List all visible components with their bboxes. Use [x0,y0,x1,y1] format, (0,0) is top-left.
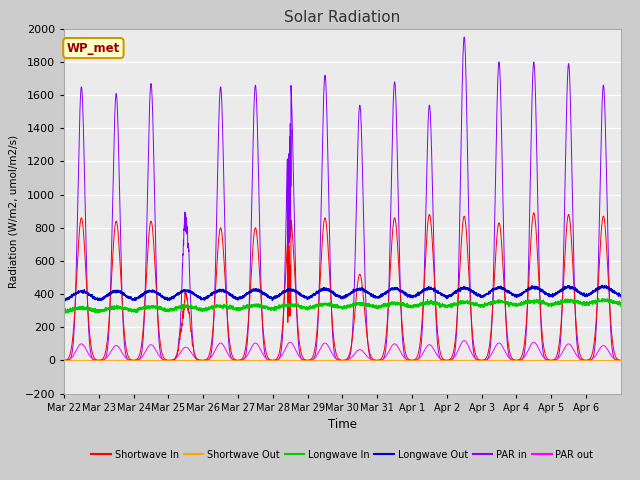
Line: Longwave Out: Longwave Out [64,285,621,301]
Legend: Shortwave In, Shortwave Out, Longwave In, Longwave Out, PAR in, PAR out: Shortwave In, Shortwave Out, Longwave In… [88,446,597,464]
PAR out [363,353,371,359]
Longwave In [523,299,531,305]
Shortwave Out [60,358,68,363]
Longwave Out [393,286,401,291]
Text: WP_met: WP_met [67,42,120,55]
Longwave In [495,300,503,306]
Longwave In [393,300,401,306]
Shortwave Out [617,358,625,363]
PAR out [60,358,68,363]
PAR in [175,333,183,339]
Shortwave In [537,315,545,321]
PAR out [175,351,183,357]
Longwave Out [61,298,68,304]
Shortwave In [363,333,371,339]
PAR out [523,351,531,357]
Shortwave Out [537,358,545,363]
Shortwave In [60,358,68,363]
Shortwave In [530,210,538,216]
Longwave Out [523,288,531,294]
Line: Shortwave In: Shortwave In [64,213,621,360]
Longwave In [176,304,184,310]
PAR in [495,60,503,65]
Longwave In [60,308,68,314]
Shortwave In [495,220,503,226]
Y-axis label: Radiation (W/m2, umol/m2/s): Radiation (W/m2, umol/m2/s) [9,134,19,288]
Shortwave In [175,337,183,343]
PAR in [617,358,625,363]
Longwave In [61,310,69,316]
Longwave Out [176,290,184,296]
Shortwave In [523,319,531,324]
PAR in [523,324,531,330]
Shortwave In [617,358,625,363]
Shortwave Out [176,358,184,363]
PAR in [393,132,401,137]
Longwave In [537,299,545,304]
Line: PAR out: PAR out [64,340,621,360]
Line: Longwave In: Longwave In [64,299,621,313]
X-axis label: Time: Time [328,418,357,431]
Shortwave Out [523,358,531,363]
PAR in [460,34,468,40]
Shortwave Out [96,358,104,363]
Longwave Out [598,282,606,288]
PAR out [393,342,401,348]
Longwave In [595,296,602,301]
Longwave Out [617,294,625,300]
Shortwave Out [495,358,503,363]
PAR in [537,321,545,326]
Shortwave In [393,231,401,237]
Longwave Out [495,284,503,289]
Longwave In [364,303,371,309]
Longwave Out [537,286,545,292]
Title: Solar Radiation: Solar Radiation [284,10,401,25]
PAR in [60,358,68,363]
Longwave Out [60,297,68,302]
Line: PAR in: PAR in [64,37,621,360]
PAR out [495,340,503,346]
Longwave Out [364,290,371,296]
PAR out [617,358,625,363]
PAR in [363,327,371,333]
Shortwave Out [364,358,371,363]
Shortwave Out [393,358,401,363]
PAR out [460,337,468,343]
Longwave In [617,303,625,309]
PAR out [537,350,545,356]
